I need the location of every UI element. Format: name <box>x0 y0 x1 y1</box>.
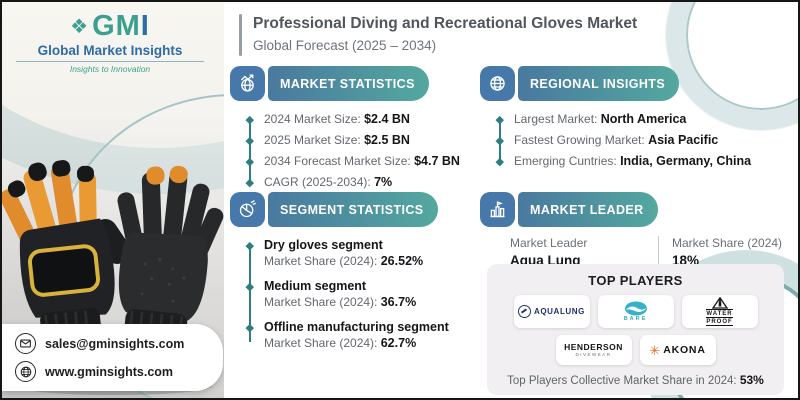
market-statistics-title: MARKET STATISTICS <box>268 66 429 101</box>
market-leader-header: MARKET LEADER <box>480 192 670 227</box>
list-item: 2025 Market Size: $2.5 BN <box>264 133 462 147</box>
title-accent-bar <box>239 14 242 56</box>
globe-icon <box>480 66 515 101</box>
list-item: CAGR (2025-2034): 7% <box>264 175 462 189</box>
contact-website: www.gminsights.com <box>45 364 174 379</box>
section-top-players: TOP PLAYERS AQUALUNG BARE <box>487 264 784 395</box>
list-item: Offline manufacturing segment Market Sha… <box>264 320 462 350</box>
page-subtitle: Global Forecast (2025 – 2034) <box>253 37 437 53</box>
player-logo-bare: BARE <box>597 295 674 328</box>
regional-insights-header: REGIONAL INSIGHTS <box>480 66 680 101</box>
top-players-footer: Top Players Collective Market Share in 2… <box>507 373 764 387</box>
market-statistics-header: MARKET STATISTICS <box>230 66 462 101</box>
page-title: Professional Diving and Recreational Glo… <box>253 15 638 32</box>
regional-insights-title: REGIONAL INSIGHTS <box>518 66 680 101</box>
globe-icon <box>15 361 36 382</box>
page-header: Professional Diving and Recreational Glo… <box>239 14 637 56</box>
photo-panel: ❖ GMI Global Market Insights Insights to… <box>2 2 224 398</box>
player-logo-waterproof: WATER PROOF <box>681 295 758 328</box>
list-item: Emerging Cuntries: India, Germany, China <box>514 154 792 168</box>
section-segment-statistics: SEGMENT STATISTICS Dry gloves segment Ma… <box>230 192 462 361</box>
list-item: 2034 Forecast Market Size: $4.7 BN <box>264 154 462 168</box>
segment-statistics-title: SEGMENT STATISTICS <box>268 192 438 227</box>
akona-star-icon: ✳ <box>649 342 661 358</box>
market-share-label: Market Share (2024) <box>672 236 783 250</box>
segment-statistics-list: Dry gloves segment Market Share (2024): … <box>247 238 462 350</box>
list-item: 2024 Market Size: $2.4 BN <box>264 112 462 126</box>
gmi-logo: ❖ GMI Global Market Insights Insights to… <box>16 12 204 74</box>
pie-chart-icon <box>230 192 265 227</box>
divider <box>658 236 659 268</box>
gmi-wordmark: GMI <box>92 10 150 42</box>
top-players-title: TOP PLAYERS <box>588 273 683 288</box>
aqualung-icon <box>517 305 531 318</box>
gmi-diamond-icon: ❖ <box>70 15 89 38</box>
player-logo-akona: ✳ AKONA <box>639 335 716 365</box>
envelope-icon <box>15 333 36 354</box>
globe-chart-icon <box>230 66 265 101</box>
top-players-row-2: HENDERSON DIVEWEAR ✳ AKONA <box>487 335 784 365</box>
section-regional-insights: REGIONAL INSIGHTS Largest Market: North … <box>480 66 792 175</box>
bar-chart-icon <box>480 192 515 227</box>
regional-insights-list: Largest Market: North America Fastest Gr… <box>497 112 792 168</box>
contact-website-row[interactable]: www.gminsights.com <box>15 361 223 382</box>
list-item: Fastest Growing Market: Asia Pacific <box>514 133 792 147</box>
market-leader-label: Market Leader <box>510 236 588 250</box>
player-logo-henderson: HENDERSON DIVEWEAR <box>555 335 632 365</box>
list-item: Largest Market: North America <box>514 112 792 126</box>
market-leader-title: MARKET LEADER <box>518 192 658 227</box>
bare-wave-icon <box>624 301 647 316</box>
list-item: Dry gloves segment Market Share (2024): … <box>264 238 462 268</box>
top-players-panel: TOP PLAYERS AQUALUNG BARE <box>487 264 784 395</box>
section-market-statistics: MARKET STATISTICS 2024 Market Size: $2.4… <box>230 66 462 196</box>
contact-card: sales@gminsights.com www.gminsights.com <box>2 324 223 391</box>
section-market-leader: MARKET LEADER Market Leader Aqua Lung Ma… <box>480 192 792 268</box>
logo-tagline: Insights to Innovation <box>69 64 151 74</box>
logo-company-name: Global Market Insights <box>16 43 204 62</box>
contact-email: sales@gminsights.com <box>45 336 185 351</box>
market-statistics-list: 2024 Market Size: $2.4 BN 2025 Market Si… <box>247 112 462 189</box>
waterproof-triangle-icon <box>711 297 728 309</box>
segment-statistics-header: SEGMENT STATISTICS <box>230 192 462 227</box>
contact-email-row[interactable]: sales@gminsights.com <box>15 333 223 354</box>
list-item: Medium segment Market Share (2024): 36.7… <box>264 279 462 309</box>
top-players-row-1: AQUALUNG BARE WATER PROOF <box>487 295 784 328</box>
player-logo-aqualung: AQUALUNG <box>513 295 590 328</box>
